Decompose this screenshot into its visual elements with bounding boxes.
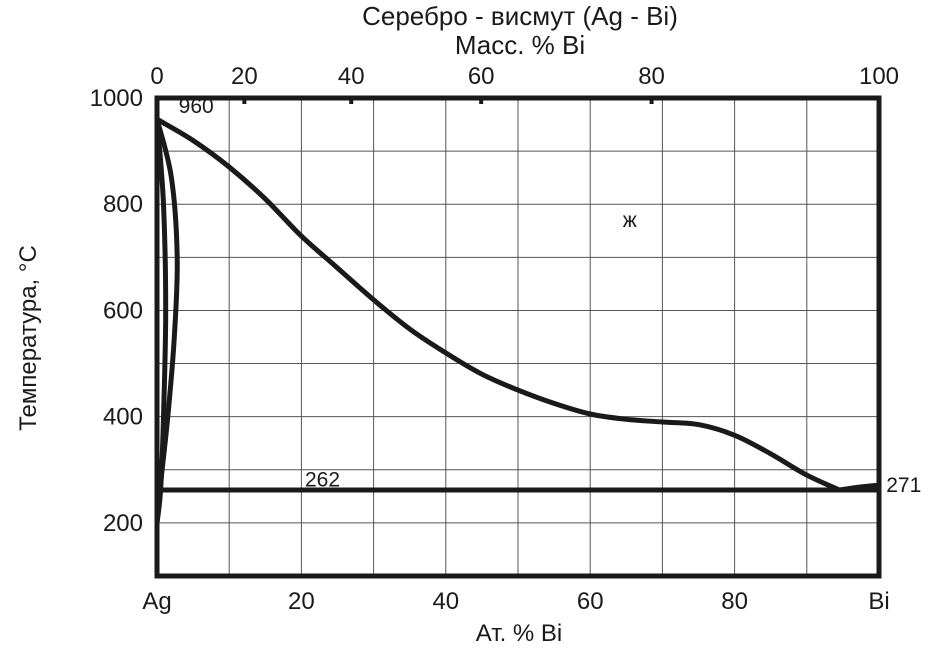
x-tick-label: Ag	[142, 588, 171, 615]
axis-labels: Ag 20 40 60 80 Bi 1000 800 600 400 200	[90, 85, 890, 615]
annotation-label: 960	[179, 95, 214, 118]
y-tick-label: 800	[103, 191, 143, 218]
y-tick-label: 200	[103, 510, 143, 537]
x-tick-label: 80	[721, 588, 748, 615]
phase-curves	[154, 116, 882, 526]
y-tick-label: 600	[103, 297, 143, 324]
x-tick-label: 20	[288, 588, 315, 615]
curve-liquidus	[154, 116, 842, 493]
x-tick-label: Bi	[868, 588, 889, 615]
annotation-label: 262	[305, 468, 340, 491]
y-axis-label: Температура, °C	[15, 245, 42, 431]
top-tick-label: 0	[150, 63, 163, 90]
top-axis-label: Масс. % Bi	[455, 30, 585, 60]
annotation-label: ж	[623, 209, 637, 232]
annotation-label: 271	[886, 474, 921, 497]
top-tick-label: 100	[859, 63, 899, 90]
y-tick-label: 1000	[90, 85, 143, 112]
plot-frame	[154, 95, 882, 579]
grid-lines	[157, 98, 879, 576]
x-tick-label: 40	[432, 588, 459, 615]
top-tick-label: 60	[468, 63, 495, 90]
annotations: 960 262 271 ж	[179, 95, 922, 497]
x-axis-label: Ат. % Bi	[476, 620, 563, 647]
top-tick-label: 40	[338, 63, 365, 90]
x-tick-label: 60	[577, 588, 604, 615]
chart-title: Серебро - висмут (Ag - Bi)	[362, 1, 678, 31]
y-tick-label: 400	[103, 404, 143, 431]
top-tick-label: 80	[638, 63, 665, 90]
top-tick-label: 20	[231, 63, 258, 90]
top-axis-ticks: 0 20 40 60 80 100	[150, 63, 899, 104]
